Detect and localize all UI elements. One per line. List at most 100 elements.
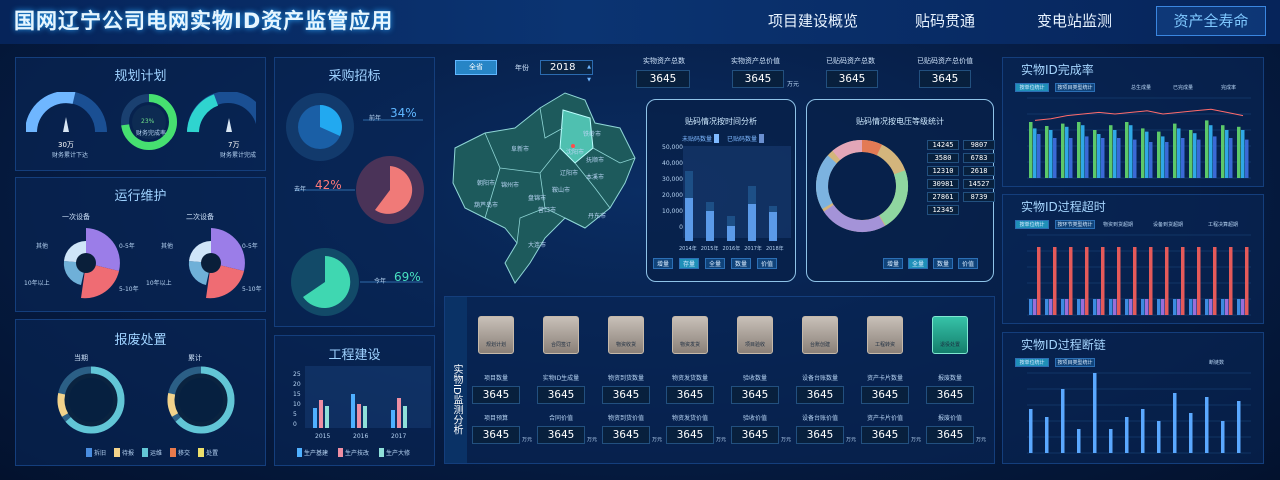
map-city[interactable]: 铁岭市: [583, 131, 602, 138]
chart-bar: [1177, 128, 1181, 178]
purchase-title: 采购招标: [328, 69, 381, 84]
chart-bar: [1241, 299, 1245, 315]
step-button[interactable]: 工程转资: [867, 316, 903, 354]
chart-bar: [1141, 299, 1145, 315]
chart-bar: [1221, 125, 1225, 178]
map-city[interactable]: 盘锦市: [528, 195, 547, 202]
step-button[interactable]: 退役处置: [932, 316, 968, 354]
step-label: 合同签订: [550, 342, 571, 348]
year-select[interactable]: 2018 ▲ ▼: [540, 60, 593, 83]
eng-ytick: 0: [293, 421, 297, 428]
voltage-value: 12345: [927, 205, 959, 215]
step-value-label: 资产卡片价值: [866, 415, 903, 422]
nav-label-coding[interactable]: 贴码贯通: [915, 12, 976, 30]
kpi-value: 3645: [636, 70, 690, 88]
quantity-button[interactable]: 数量: [731, 258, 751, 269]
time-ytick: 30,000: [662, 176, 683, 183]
overtime-tab-by-step[interactable]: 按环节类型统计: [1055, 220, 1095, 229]
voltage-value: 27861: [927, 192, 959, 202]
total-button[interactable]: 全量: [705, 258, 725, 269]
plan-panel: 规划计划 30万 财务累计下达 23% 财务完成率 7万 财务累计完成: [15, 57, 266, 171]
ops-title: 运行维护: [114, 189, 167, 204]
plan-label-3: 财务累计完成: [220, 152, 257, 159]
step-value-unit: 万元: [976, 437, 987, 443]
stock-button[interactable]: 存量: [679, 258, 699, 269]
plan-value-2: 23%: [141, 118, 155, 125]
chart-bar: [1049, 130, 1053, 178]
map-city[interactable]: 鞍山市: [552, 187, 571, 194]
step-button[interactable]: 规划计划: [478, 316, 514, 354]
step-value-unit: 万元: [846, 437, 857, 443]
purchase-panel: 采购招标 前年 34% 去年 42% 今年 69%: [274, 57, 435, 327]
province-select[interactable]: 全省: [455, 60, 497, 75]
map-city[interactable]: 本溪市: [586, 174, 605, 181]
map-city[interactable]: 大连市: [528, 242, 547, 249]
step-button[interactable]: 物资收货: [608, 316, 644, 354]
step-button[interactable]: 合同签订: [543, 316, 579, 354]
increment-button[interactable]: 增量: [653, 258, 673, 269]
total-button[interactable]: 全量: [908, 258, 928, 269]
voltage-value: 9807: [963, 140, 995, 150]
year-label: 年份: [515, 64, 529, 72]
map-city[interactable]: 辽阳市: [560, 170, 579, 177]
rate-tab-by-unit[interactable]: 按单位统计: [1015, 83, 1049, 92]
voltage-value: 3580: [927, 153, 959, 163]
chart-bar: [1213, 136, 1217, 178]
overtime-title: 实物ID过程超时: [1021, 200, 1106, 214]
map-city[interactable]: 锦州市: [501, 182, 520, 189]
chart-bar: [1209, 125, 1213, 178]
map-city[interactable]: 抚顺市: [586, 157, 605, 164]
nav-substation[interactable]: 变电站监测: [1037, 12, 1113, 30]
nav-asset-lifecycle[interactable]: 资产全寿命: [1156, 6, 1266, 36]
chart-bar: [1029, 299, 1033, 315]
breaks-tab-by-type[interactable]: 按项目类型统计: [1055, 358, 1095, 367]
chart-bar: [1181, 138, 1185, 178]
increment-button[interactable]: 增量: [883, 258, 903, 269]
step-value-value: 3645: [472, 426, 520, 444]
chart-bar: [1061, 389, 1065, 453]
step-count-value: 3645: [796, 386, 844, 404]
value-button[interactable]: 价值: [757, 258, 777, 269]
chart-bar: [1069, 247, 1073, 315]
overtime-chart: [1027, 234, 1251, 316]
scrap-title: 报废处置: [114, 333, 167, 348]
chart-bar: [1197, 247, 1201, 315]
rate-legend-2: 已完成量: [1173, 85, 1194, 91]
overtime-tab-by-unit[interactable]: 按单位统计: [1015, 220, 1049, 229]
chart-bar: [1225, 130, 1229, 178]
ops-label-other-2: 其他: [161, 243, 174, 250]
voltage-chart-title: 贴码情况按电压等级统计: [856, 117, 944, 126]
map-city[interactable]: 葫芦岛市: [474, 202, 499, 209]
chart-bar: [1113, 130, 1117, 178]
eng-ytick: 5: [293, 411, 297, 418]
map-city[interactable]: 丹东市: [588, 213, 607, 220]
chart-bar: [1129, 299, 1133, 315]
chart-line: [1034, 108, 1244, 121]
value-button[interactable]: 价值: [958, 258, 978, 269]
step-value-label: 物资发货价值: [671, 415, 708, 422]
rate-tab-by-type[interactable]: 按项目类型统计: [1055, 83, 1095, 92]
time-chart-title: 贴码情况按时间分析: [685, 117, 757, 126]
chart-bar: [1189, 299, 1193, 315]
purchase-label-2: 去年: [294, 186, 307, 193]
step-button[interactable]: 物资发货: [672, 316, 708, 354]
map-city[interactable]: 朝阳市: [477, 180, 496, 187]
nav-project-overview[interactable]: 项目建设概览: [768, 12, 859, 30]
eng-legend-item: 生产大修: [379, 448, 410, 457]
plan-value-1: 30万: [58, 141, 74, 149]
breaks-tab-by-unit[interactable]: 按单位统计: [1015, 358, 1049, 367]
map-city[interactable]: 阜新市: [511, 146, 530, 153]
chart-bar: [1117, 138, 1121, 178]
chart-bar: [1125, 122, 1129, 178]
step-label: 退役处置: [939, 342, 960, 348]
map-city[interactable]: 沈阳市: [566, 149, 585, 156]
scrap-current-label: 当期: [74, 354, 88, 362]
step-button[interactable]: 项目验收: [737, 316, 773, 354]
voltage-values: 14245 9807 3580 6783 12310 2618 30981 14…: [927, 140, 995, 215]
liaoning-map[interactable]: [445, 88, 645, 288]
kpi-value: 3645: [732, 70, 784, 88]
step-button[interactable]: 台账创建: [802, 316, 838, 354]
map-city[interactable]: 营口市: [538, 207, 557, 214]
quantity-button[interactable]: 数量: [933, 258, 953, 269]
time-ytick: 20,000: [662, 192, 683, 199]
